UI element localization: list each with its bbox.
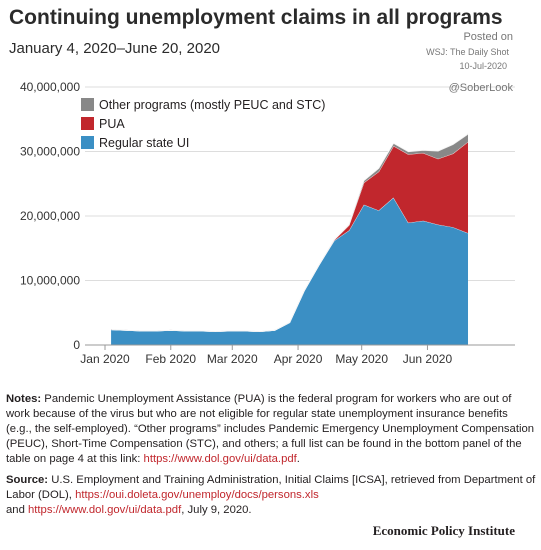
x-tick-label: Jan 2020 — [80, 352, 130, 366]
y-axis-labels: 0 10,000,000 20,000,000 30,000,000 40,000,00… — [20, 80, 80, 352]
y-tick-label: 40,000,000 — [20, 80, 80, 94]
notes-end: . — [296, 453, 300, 465]
y-tick-label: 10,000,000 — [20, 274, 80, 288]
posted-label: Posted on — [463, 31, 513, 43]
y-tick-label: 0 — [73, 338, 80, 352]
source-label: Source: — [6, 474, 49, 486]
chart-title: Continuing unemployment claims in all pr… — [9, 6, 503, 29]
x-axis-ticks: Jan 2020 Feb 2020 Mar 2020 Apr 2020 May 2020… — [80, 345, 452, 366]
twitter-handle: @SoberLook — [448, 82, 513, 94]
x-tick-label: Feb 2020 — [145, 352, 196, 366]
source-paragraph: Source: U.S. Employment and Training Adm… — [6, 473, 536, 518]
chart: 0 10,000,000 20,000,000 30,000,000 40,000,00… — [20, 80, 515, 366]
notes-text: Pandemic Unemployment Assistance (PUA) i… — [6, 393, 535, 465]
source-link-persons[interactable]: https://oui.doleta.gov/unemploy/docs/per… — [75, 489, 319, 501]
source-link-data[interactable]: https://www.dol.gov/ui/data.pdf — [28, 504, 182, 516]
x-tick-label: May 2020 — [335, 352, 388, 366]
legend-swatch — [81, 98, 94, 111]
publisher-brand: Economic Policy Institute — [372, 523, 515, 538]
posted-date: 10-Jul-2020 — [459, 61, 507, 71]
notes-paragraph: Notes: Pandemic Unemployment Assistance … — [6, 392, 536, 467]
legend-label: PUA — [99, 117, 125, 131]
y-tick-label: 20,000,000 — [20, 209, 80, 223]
y-tick-label: 30,000,000 — [20, 145, 80, 159]
notes-section: Notes: Pandemic Unemployment Assistance … — [6, 392, 536, 524]
legend-swatch — [81, 117, 94, 130]
legend-label: Regular state UI — [99, 136, 189, 150]
source-end: , July 9, 2020. — [181, 504, 252, 516]
x-tick-label: Jun 2020 — [403, 352, 453, 366]
areas — [111, 133, 469, 346]
legend-swatch — [81, 136, 94, 149]
source-text: U.S. Employment and Training Administrat… — [6, 474, 536, 501]
area-edge — [111, 133, 469, 333]
wsj-label: WSJ: The Daily Shot — [426, 47, 509, 57]
chart-subtitle: January 4, 2020–June 20, 2020 — [9, 40, 221, 57]
x-tick-label: Mar 2020 — [207, 352, 258, 366]
legend-label: Other programs (mostly PEUC and STC) — [99, 98, 325, 112]
source-and: and — [6, 504, 25, 516]
notes-link[interactable]: https://www.dol.gov/ui/data.pdf — [143, 453, 297, 465]
legend: Other programs (mostly PEUC and STC) PUA R… — [81, 98, 325, 150]
notes-label: Notes: — [6, 393, 42, 405]
x-tick-label: Apr 2020 — [274, 352, 323, 366]
